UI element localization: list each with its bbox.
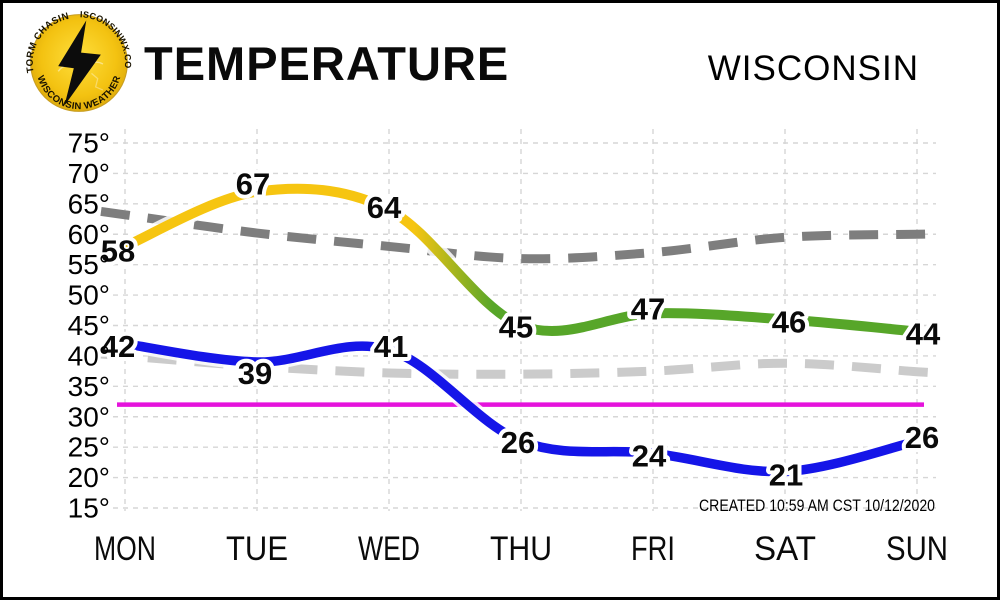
high-value-label: 58 <box>101 233 135 268</box>
y-tick-label: 75° <box>68 128 110 159</box>
low-line <box>120 339 922 477</box>
region-title: WISCONSIN <box>707 49 919 88</box>
y-tick-label: 45° <box>68 310 110 341</box>
y-tick-label: 20° <box>68 462 110 493</box>
high-value-label: 44 <box>906 317 941 352</box>
y-tick-label: 50° <box>68 280 110 311</box>
low-value-label: 21 <box>769 458 803 493</box>
chart-svg: 58 67 64 45 47 46 44 42 39 41 26 24 21 26 15°20°25°30°… <box>68 128 948 568</box>
day-label: WED <box>358 530 420 568</box>
y-tick-label: 65° <box>68 188 110 219</box>
y-tick-label: 30° <box>68 401 110 432</box>
normal-low-line <box>100 349 938 379</box>
y-tick-label: 70° <box>68 158 110 189</box>
temperature-chart: 58 67 64 45 47 46 44 42 39 41 26 24 21 26 15° 20° 25° 30°… <box>3 3 997 597</box>
high-value-label: 46 <box>772 304 806 339</box>
high-value-label: 47 <box>631 291 665 326</box>
low-value-label: 41 <box>374 329 408 364</box>
y-tick-label: 35° <box>68 371 110 402</box>
day-label: FRI <box>631 530 675 568</box>
low-value-label: 24 <box>632 438 667 473</box>
day-label: SAT <box>754 530 816 568</box>
lightning-bolt-icon <box>58 20 101 106</box>
created-timestamp: CREATED 10:59 AM CST 10/12/2020 <box>699 497 935 515</box>
y-tick-label: 55° <box>68 249 110 280</box>
day-label: THU <box>490 530 552 568</box>
station-logo: STORM CHASING WISCONSINWX.COM WISCONSIN … <box>26 11 132 112</box>
y-tick-label: 25° <box>68 432 110 463</box>
y-tick-label: 15° <box>68 493 110 524</box>
low-value-label: 42 <box>101 329 135 364</box>
y-tick-label: 60° <box>68 219 110 250</box>
logo-map-outline-2 <box>91 72 104 91</box>
low-value-label: 39 <box>238 356 272 391</box>
low-value-label: 26 <box>905 420 939 455</box>
high-value-label: 64 <box>367 190 402 225</box>
day-label: MON <box>94 530 156 568</box>
high-value-label: 45 <box>499 310 533 345</box>
high-line <box>120 183 922 337</box>
day-label: TUE <box>226 530 288 568</box>
normal-high-line <box>100 207 938 264</box>
low-value-label: 26 <box>501 425 535 460</box>
day-label: SUN <box>886 530 948 568</box>
y-tick-label: 40° <box>68 340 110 371</box>
page-title: TEMPERATURE <box>144 37 510 90</box>
high-value-label: 67 <box>236 167 270 202</box>
